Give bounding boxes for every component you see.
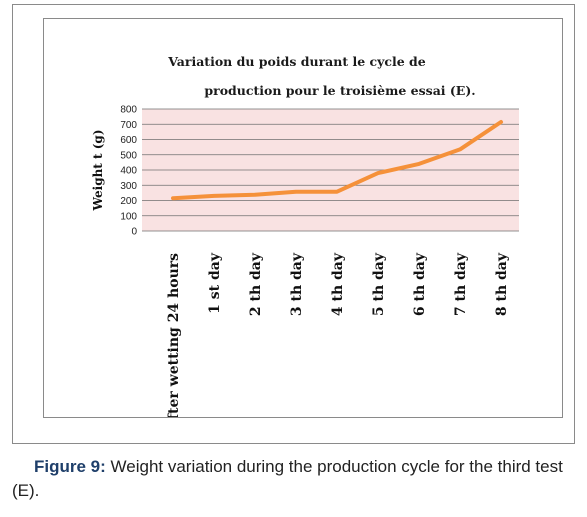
x-tick-label: After wetting 24 hours bbox=[166, 253, 182, 417]
chart-container: Variation du poids durant le cycle de pr… bbox=[43, 18, 563, 418]
x-axis-ticks: After wetting 24 hours 1 st day 2 th day 3 … bbox=[166, 252, 510, 417]
caption-label: Figure 9: bbox=[34, 457, 106, 476]
y-tick-label: 0 bbox=[131, 227, 137, 238]
y-tick-label: 800 bbox=[120, 105, 137, 116]
x-tick-label: 2 th day bbox=[248, 252, 264, 316]
x-tick-label: 8 th day bbox=[494, 252, 510, 316]
x-tick-label: 3 th day bbox=[289, 252, 305, 316]
y-tick-label: 700 bbox=[120, 120, 137, 131]
chart-title-line-1: Variation du poids durant le cycle de bbox=[167, 54, 426, 69]
figure-frame: Variation du poids durant le cycle de pr… bbox=[12, 4, 575, 444]
x-tick-label: 6 th day bbox=[412, 252, 428, 316]
y-axis-label: Weight t (g) bbox=[91, 130, 105, 212]
x-tick-label: 1 st day bbox=[207, 252, 223, 314]
y-axis-ticks: 0 100 200 300 400 500 600 700 800 bbox=[120, 105, 137, 238]
y-tick-label: 600 bbox=[120, 135, 137, 146]
y-tick-label: 500 bbox=[120, 150, 137, 161]
y-tick-label: 400 bbox=[120, 166, 137, 177]
figure-caption: Figure 9: Weight variation during the pr… bbox=[12, 455, 575, 503]
y-tick-label: 100 bbox=[120, 211, 137, 222]
x-tick-label: 7 th day bbox=[453, 252, 469, 316]
y-tick-label: 200 bbox=[120, 196, 137, 207]
caption-text: Weight variation during the production c… bbox=[12, 457, 563, 500]
chart-title-line-2: production pour le troisième essai (E). bbox=[204, 83, 475, 98]
line-chart: Variation du poids durant le cycle de pr… bbox=[91, 54, 519, 417]
x-tick-label: 4 th day bbox=[330, 252, 346, 316]
gridlines bbox=[142, 108, 519, 232]
x-tick-label: 5 th day bbox=[371, 252, 387, 316]
series-line bbox=[171, 120, 503, 201]
y-tick-label: 300 bbox=[120, 181, 137, 192]
